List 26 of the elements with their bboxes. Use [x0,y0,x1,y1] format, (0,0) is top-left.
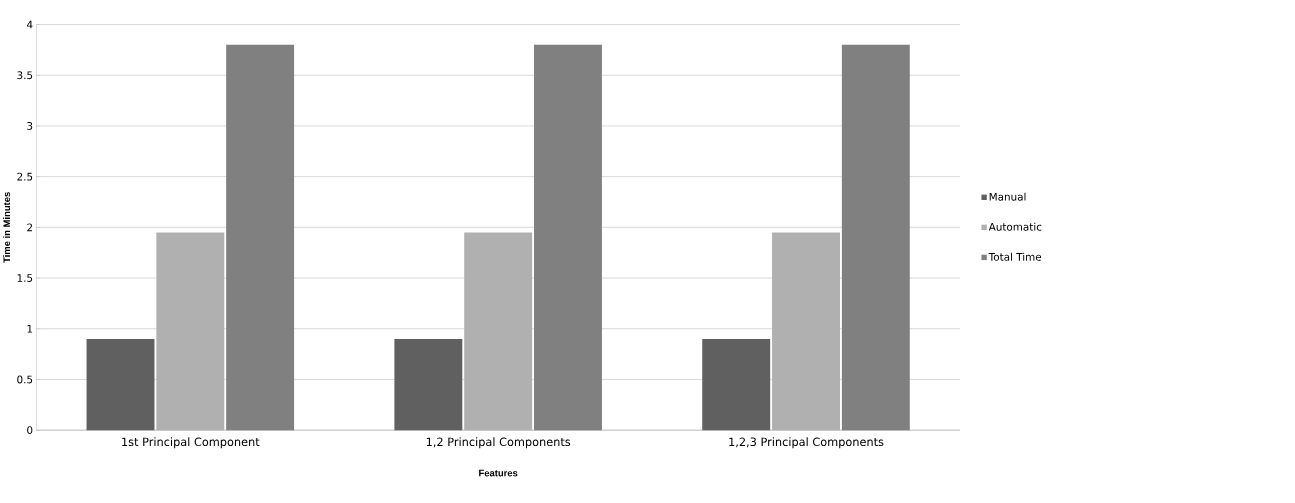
legend-label: Total Time [988,252,1042,261]
bar [226,44,295,431]
bar [772,232,840,431]
y-tick-label: 3.5 [17,71,33,80]
x-axis-title: Features [479,469,518,477]
x-tick-label: 1,2 Principal Components [426,437,571,449]
x-tick-label: 1,2,3 Principal Components [729,437,884,449]
y-axis-title: Time in Minutes [3,192,11,263]
bar [841,44,910,431]
bar [86,339,155,431]
bar [464,232,533,431]
y-tick-label: 2 [27,223,33,232]
y-tick-label: 3 [27,122,33,130]
bar [394,339,463,431]
y-tick-label: 4 [26,20,33,29]
legend-label: Automatic [988,222,1042,231]
y-tick-label: 1 [27,325,33,333]
y-tick-label: 1.5 [17,274,33,283]
bar [156,232,225,431]
bar [702,339,771,431]
legend-label: Manual [989,192,1026,201]
y-tick-label: 0.5 [17,375,33,384]
y-tick-label: 2.5 [17,172,33,181]
bar [534,44,602,431]
x-tick-label: 1st Principal Component [122,437,260,449]
y-tick-label: 0 [27,426,33,435]
